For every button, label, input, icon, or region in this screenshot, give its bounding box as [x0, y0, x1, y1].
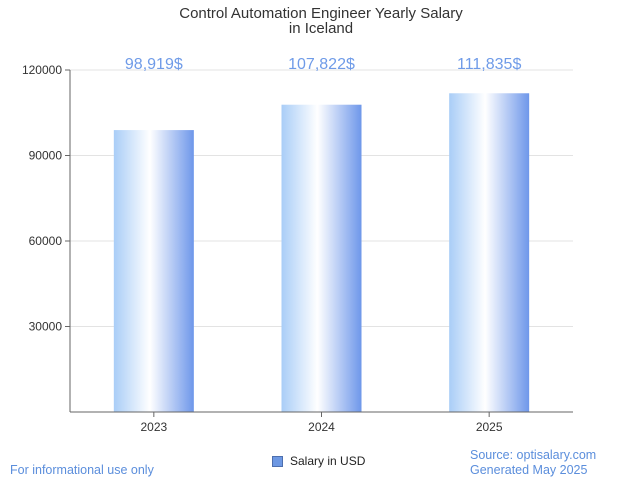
- x-tick-label-2024: 2024: [308, 420, 335, 434]
- bar-2023: [113, 130, 194, 412]
- disclaimer-text: For informational use only: [10, 463, 154, 477]
- data-label-2025: 111,835$: [457, 56, 521, 73]
- x-tick-label-2025: 2025: [476, 420, 503, 434]
- y-tick-label-60000: 60000: [29, 234, 63, 248]
- source-text: Source: optisalary.com: [470, 448, 597, 462]
- bars: [113, 93, 530, 412]
- source-block: Source: optisalary.com Generated May 202…: [470, 448, 596, 478]
- y-tick-label-120000: 120000: [22, 63, 62, 77]
- chart-title-line-2: in Iceland: [289, 20, 353, 37]
- x-tick-label-2023: 2023: [140, 420, 167, 434]
- legend: Salary in USD: [272, 454, 365, 468]
- chart-title-line-1: Control Automation Engineer Yearly Salar…: [179, 5, 463, 22]
- generated-text: Generated May 2025: [470, 463, 588, 477]
- x-axis-tick-labels: 2023 2024 2025: [140, 412, 503, 434]
- y-tick-label-30000: 30000: [29, 320, 63, 334]
- bar-2025: [449, 93, 530, 412]
- data-labels: 98,919$ 107,822$ 111,835$: [125, 56, 522, 73]
- data-label-2023: 98,919$: [125, 56, 183, 73]
- legend-label: Salary in USD: [290, 454, 366, 468]
- bar-2024: [281, 104, 362, 412]
- data-label-2024: 107,822$: [288, 56, 355, 73]
- legend-swatch: [272, 455, 283, 467]
- y-axis-tick-labels: 30000 60000 90000 120000: [22, 63, 62, 334]
- y-tick-label-90000: 90000: [29, 149, 63, 163]
